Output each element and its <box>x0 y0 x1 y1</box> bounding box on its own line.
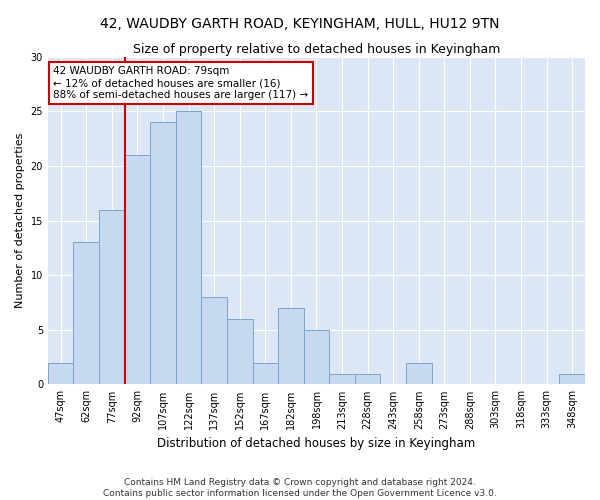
Y-axis label: Number of detached properties: Number of detached properties <box>15 133 25 308</box>
Bar <box>150 122 176 384</box>
Text: 42 WAUDBY GARTH ROAD: 79sqm
← 12% of detached houses are smaller (16)
88% of sem: 42 WAUDBY GARTH ROAD: 79sqm ← 12% of det… <box>53 66 308 100</box>
Bar <box>176 112 202 384</box>
Bar <box>227 319 253 384</box>
Bar <box>559 374 585 384</box>
Bar <box>304 330 329 384</box>
Bar <box>125 155 150 384</box>
Text: 42, WAUDBY GARTH ROAD, KEYINGHAM, HULL, HU12 9TN: 42, WAUDBY GARTH ROAD, KEYINGHAM, HULL, … <box>100 18 500 32</box>
Title: Size of property relative to detached houses in Keyingham: Size of property relative to detached ho… <box>133 42 500 56</box>
Bar <box>406 362 431 384</box>
Bar <box>99 210 125 384</box>
Bar <box>73 242 99 384</box>
Bar <box>202 297 227 384</box>
Bar <box>329 374 355 384</box>
Text: Contains HM Land Registry data © Crown copyright and database right 2024.
Contai: Contains HM Land Registry data © Crown c… <box>103 478 497 498</box>
X-axis label: Distribution of detached houses by size in Keyingham: Distribution of detached houses by size … <box>157 437 476 450</box>
Bar <box>253 362 278 384</box>
Bar <box>278 308 304 384</box>
Bar <box>355 374 380 384</box>
Bar <box>48 362 73 384</box>
